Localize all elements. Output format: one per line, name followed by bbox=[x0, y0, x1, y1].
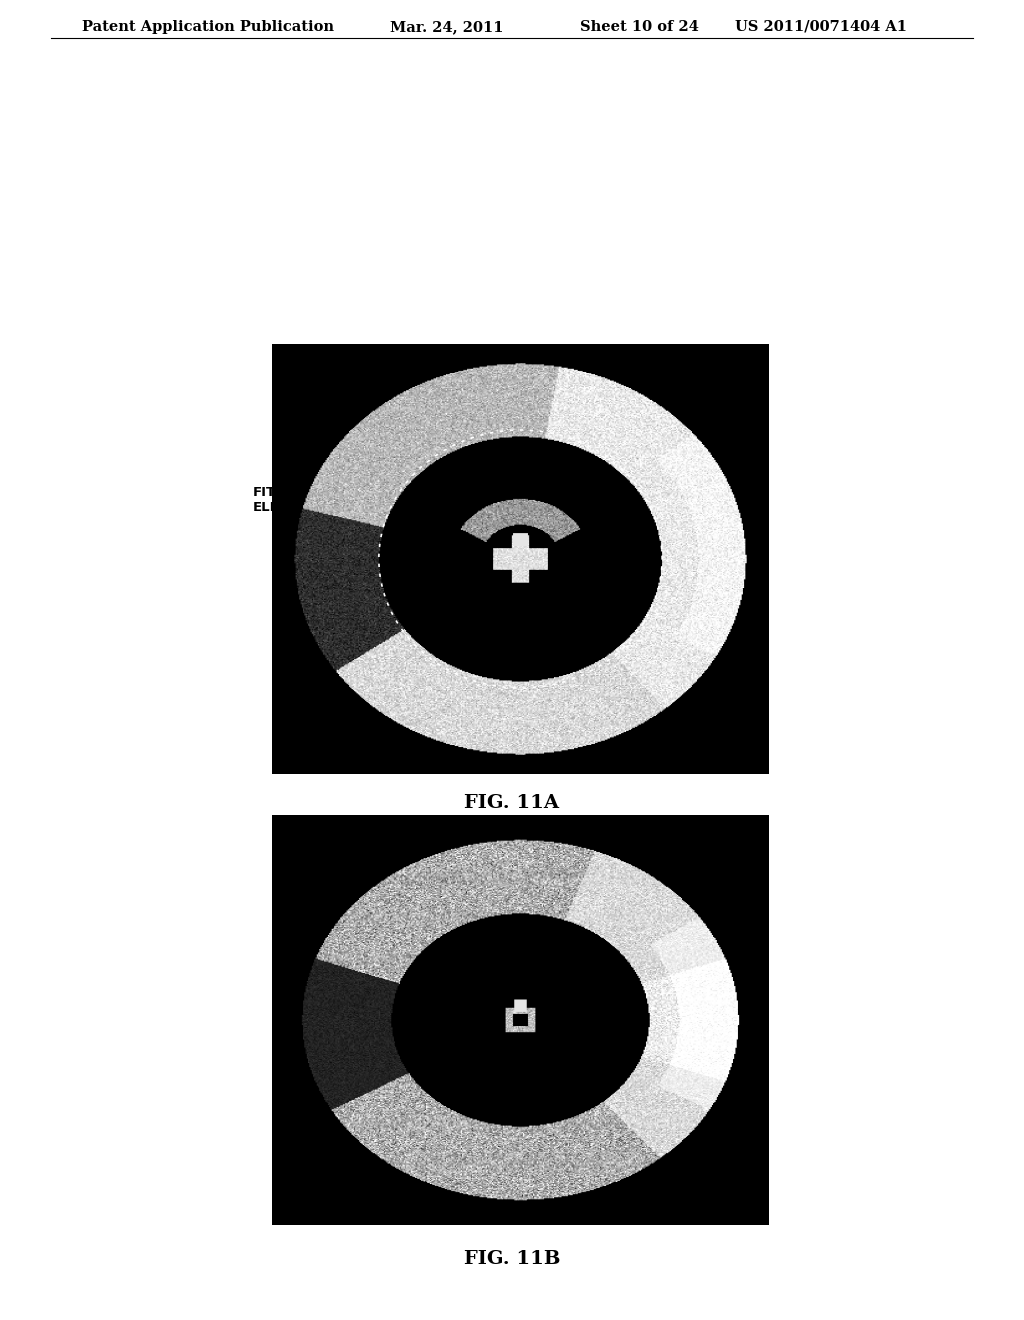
Text: Patent Application Publication: Patent Application Publication bbox=[82, 20, 334, 34]
Text: Mar. 24, 2011: Mar. 24, 2011 bbox=[390, 20, 504, 34]
Text: US 2011/0071404 A1: US 2011/0071404 A1 bbox=[735, 20, 907, 34]
Text: FIG. 11B: FIG. 11B bbox=[464, 1250, 560, 1269]
Text: FIG. 11A: FIG. 11A bbox=[465, 795, 559, 812]
Text: FITTED
ELLIPSE: FITTED ELLIPSE bbox=[253, 486, 393, 513]
Text: Sheet 10 of 24: Sheet 10 of 24 bbox=[580, 20, 698, 34]
